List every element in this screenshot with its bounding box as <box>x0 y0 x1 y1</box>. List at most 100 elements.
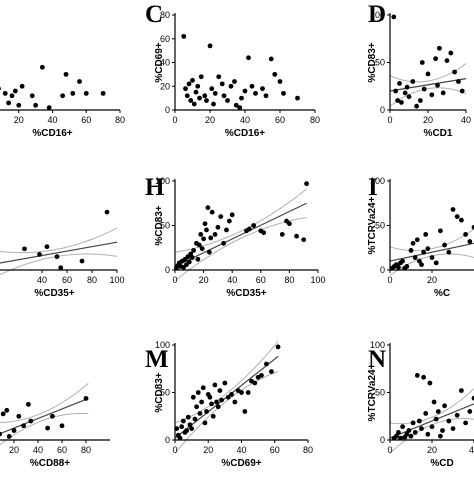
data-point <box>204 98 209 103</box>
x-tick-label: 40 <box>37 275 47 285</box>
data-point <box>242 409 248 414</box>
data-point <box>448 50 454 56</box>
x-tick-label: 20 <box>199 275 209 285</box>
data-point <box>9 93 15 99</box>
data-point <box>6 434 12 439</box>
data-point <box>450 426 456 431</box>
data-point <box>202 93 208 99</box>
data-point <box>183 86 188 92</box>
data-point <box>393 433 399 439</box>
x-tick-label: 80 <box>303 445 313 455</box>
y-axis-label: %TCRVa24+ <box>367 196 378 254</box>
data-point <box>196 242 202 248</box>
regression-line <box>389 242 474 262</box>
data-point <box>202 221 208 227</box>
data-point <box>446 418 452 424</box>
panel-letter-d: D <box>368 1 386 28</box>
y-tick-label: 100 <box>370 10 385 20</box>
data-point <box>190 394 196 400</box>
y-axis-label: %CD69+ <box>154 42 165 82</box>
data-point <box>435 82 440 88</box>
data-point <box>177 435 183 441</box>
data-point <box>181 33 187 39</box>
regression-line <box>389 78 467 92</box>
y-tick-label: 50 <box>160 388 170 398</box>
data-point <box>104 209 110 215</box>
data-point <box>209 209 215 215</box>
data-point <box>29 93 35 99</box>
panel-m: 0 20 40 60 80 0 50 100 %CD69+ %CD83+M <box>145 340 313 469</box>
data-point <box>294 233 299 239</box>
data-point <box>186 259 192 265</box>
x-tick-label: 100 <box>109 275 124 285</box>
data-point <box>216 74 222 80</box>
data-point <box>221 93 227 99</box>
data-point <box>400 258 405 264</box>
confidence-band-upper <box>174 188 307 253</box>
data-point <box>201 236 207 242</box>
data-point <box>442 242 447 248</box>
data-point <box>459 217 464 223</box>
confidence-band-lower <box>174 371 279 454</box>
data-point <box>188 98 194 103</box>
data-point <box>207 394 213 400</box>
y-axis-label: %CD83+ <box>154 372 165 412</box>
x-tick-label: 20 <box>203 445 213 455</box>
data-point <box>242 88 248 94</box>
data-point <box>402 90 408 96</box>
panel-partial-3: 40 60 80 100 %CD35+ <box>0 209 125 299</box>
panel-c: 0 20 40 60 80 0 20 40 60 80 %CD16+ %CD69+ C <box>145 1 320 139</box>
data-point <box>277 79 283 84</box>
confidence-band-lower <box>0 253 118 276</box>
data-point <box>212 382 218 388</box>
y-tick-label: 20 <box>160 81 170 91</box>
data-point <box>179 424 185 430</box>
data-point <box>275 344 281 350</box>
data-point <box>410 240 416 246</box>
data-point <box>437 45 442 51</box>
data-point <box>442 403 447 409</box>
y-axis-label: %CD83+ <box>154 205 165 245</box>
data-point <box>419 262 424 268</box>
y-tick-label: 0 <box>165 435 170 445</box>
data-point <box>194 404 200 410</box>
panel-letter-m: M <box>145 346 169 373</box>
x-axis-label: %CD16+ <box>225 128 265 139</box>
data-point <box>391 14 397 20</box>
data-point <box>414 373 420 378</box>
data-point <box>239 95 244 101</box>
data-point <box>200 385 206 391</box>
y-axis-label: %CD83+ <box>367 42 378 82</box>
data-point <box>191 101 197 107</box>
data-point <box>263 93 269 99</box>
data-point <box>228 83 234 89</box>
confidence-band-lower <box>389 87 467 107</box>
data-point <box>218 214 224 220</box>
data-point <box>26 401 31 407</box>
data-point <box>191 248 196 253</box>
x-axis-label: %CD35+ <box>226 288 266 299</box>
data-point <box>456 79 461 84</box>
data-point <box>404 84 410 90</box>
data-point <box>395 98 400 103</box>
panel-h: 0 20 40 60 80 100 0 50 100 %CD35+ %CD83+ H <box>145 174 326 299</box>
data-point <box>440 428 445 433</box>
data-point <box>219 397 224 403</box>
data-point <box>0 431 2 437</box>
data-point <box>419 426 424 431</box>
x-tick-label: 0 <box>387 275 392 285</box>
confidence-band-upper <box>0 382 89 424</box>
data-point <box>408 248 414 253</box>
data-point <box>79 258 85 264</box>
data-point <box>471 395 474 401</box>
panel-d: 0 20 40 0 50 100 %CD1 %CD83+ D <box>367 1 471 139</box>
data-point <box>467 409 473 414</box>
y-tick-label: 0 <box>380 105 385 115</box>
data-point <box>281 90 286 96</box>
data-point <box>0 86 1 91</box>
data-point <box>252 380 258 386</box>
x-axis-label: %C <box>434 288 450 299</box>
data-point <box>232 399 238 405</box>
data-point <box>204 227 209 233</box>
data-point <box>190 77 195 83</box>
